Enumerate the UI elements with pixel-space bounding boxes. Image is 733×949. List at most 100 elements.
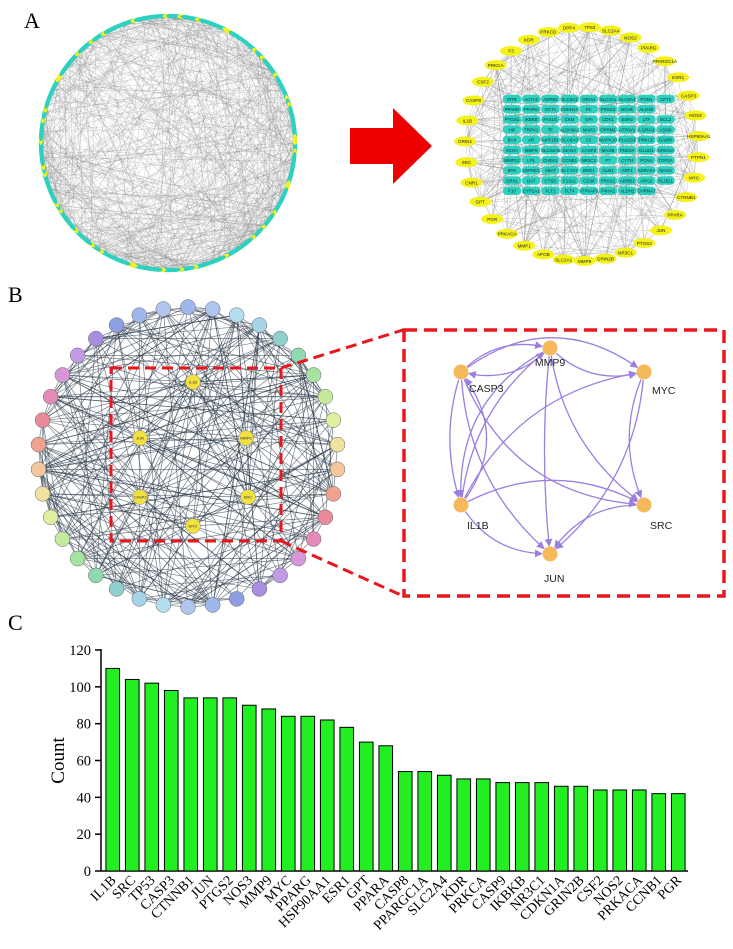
edge	[41, 135, 161, 270]
edge	[99, 16, 179, 37]
edge	[40, 142, 254, 237]
core-node	[541, 156, 560, 165]
core-node	[656, 156, 675, 165]
core-node	[560, 125, 579, 134]
core-node	[637, 94, 656, 104]
node	[204, 301, 221, 317]
core-node	[656, 115, 675, 124]
edge	[270, 153, 295, 218]
edge	[298, 420, 334, 559]
edge	[62, 496, 141, 540]
edge	[511, 50, 570, 100]
edge	[259, 517, 326, 590]
edge	[465, 377, 488, 499]
edge	[41, 153, 136, 266]
edges	[40, 15, 296, 271]
core-node	[618, 135, 637, 144]
core-node	[502, 115, 522, 124]
edge	[480, 201, 645, 244]
node	[30, 461, 47, 478]
ring-node-label: F3	[508, 49, 514, 54]
edge	[268, 110, 291, 221]
edge	[242, 47, 252, 246]
edge	[38, 469, 249, 498]
core-node-label: NR3C2	[582, 158, 597, 163]
edge	[160, 157, 295, 270]
edge	[543, 355, 553, 547]
edge	[163, 419, 334, 606]
edge	[41, 135, 243, 246]
edge	[42, 493, 314, 540]
edge	[495, 65, 508, 234]
ring-node-label: SLC2A1	[555, 257, 573, 262]
ring-node-label: TP53	[584, 25, 595, 30]
edge	[84, 46, 133, 265]
edge	[528, 27, 590, 40]
node	[305, 367, 322, 383]
core-node	[579, 166, 598, 175]
edge	[99, 17, 187, 37]
edge	[42, 493, 213, 606]
edge	[62, 374, 338, 445]
y-tick-label: 0	[84, 864, 91, 880]
edge	[164, 71, 273, 271]
edge	[466, 162, 645, 244]
node	[325, 412, 342, 428]
edge	[77, 437, 141, 559]
node	[69, 347, 86, 364]
edge	[77, 306, 189, 356]
edge	[63, 214, 190, 269]
core-node-label: PRSS1	[601, 178, 616, 183]
ring-node-label: MYC	[689, 175, 700, 180]
edge	[192, 309, 214, 527]
core-node-label: GRK1	[506, 178, 519, 183]
edge	[74, 19, 197, 229]
edge	[142, 18, 273, 72]
edge	[74, 100, 288, 230]
edge	[589, 27, 699, 158]
zoom-node	[453, 364, 469, 380]
core-node-label: SLC6A2	[561, 97, 578, 102]
edge	[38, 396, 326, 470]
core-node-label: TOP2A	[658, 158, 672, 163]
edge	[41, 153, 73, 227]
node	[34, 486, 51, 502]
core-node-label: CASP3	[582, 148, 597, 153]
edge	[492, 218, 626, 253]
edge	[212, 308, 247, 439]
ring-node	[614, 247, 637, 258]
ring-node-label: SLC2A4	[602, 28, 620, 33]
ring-node-label: PRKACA	[498, 232, 518, 237]
core-node	[541, 166, 560, 175]
bar-tp53	[144, 682, 160, 872]
core-node-label: ADRB1	[620, 178, 635, 183]
edge	[121, 24, 277, 78]
core-node	[560, 166, 579, 175]
edge	[164, 15, 295, 133]
edge	[50, 396, 194, 527]
edge	[50, 396, 334, 421]
ring-node	[517, 34, 540, 45]
edge	[210, 71, 274, 263]
ring-node	[667, 72, 690, 83]
ring-node-label: PPARGC1A	[652, 59, 678, 64]
edge	[61, 74, 254, 237]
edge	[192, 525, 281, 576]
ring-node-label: IL1B	[463, 118, 472, 123]
edge	[38, 324, 260, 445]
edge	[207, 185, 288, 264]
core-node	[502, 156, 522, 165]
core-node-label: PDE3A	[620, 148, 634, 153]
edge	[555, 379, 644, 550]
node	[180, 299, 196, 315]
bar-esr1	[339, 726, 355, 872]
edge	[41, 153, 265, 227]
edge	[139, 437, 299, 559]
node	[131, 307, 148, 323]
core-node	[579, 176, 598, 185]
edge	[247, 396, 326, 498]
ring-node	[484, 60, 507, 71]
edge	[48, 23, 211, 101]
core-node	[560, 176, 579, 185]
core-node-label: F2	[586, 138, 592, 143]
